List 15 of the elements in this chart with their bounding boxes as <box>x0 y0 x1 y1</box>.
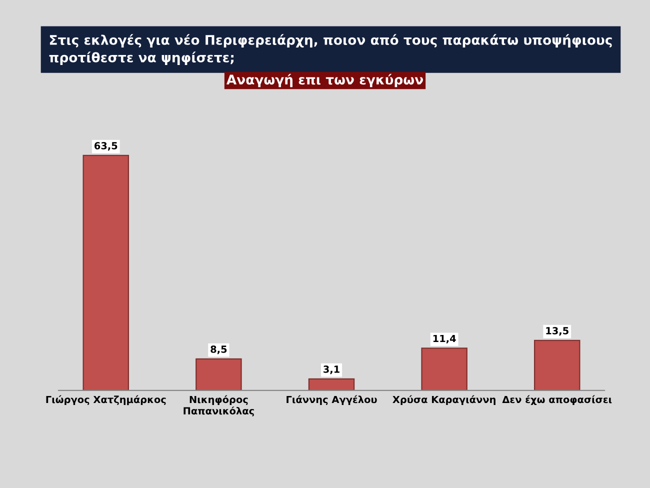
x-tick-label: Γιώργος Χατζημάρκος <box>46 395 166 406</box>
data-label: 63,5 <box>94 142 118 151</box>
x-tick-label: Δεν έχω αποφασίσει <box>502 395 612 406</box>
bar <box>196 358 242 390</box>
x-tick-label: Γιάννης Αγγέλου <box>286 395 377 406</box>
data-label: 11,4 <box>433 334 456 344</box>
bar <box>308 378 355 390</box>
data-label: 8,5 <box>210 346 227 354</box>
x-tick-label: Νικηφόρος Παπανικόλας <box>184 395 254 416</box>
data-label: 3,1 <box>324 366 340 374</box>
bar <box>421 348 468 390</box>
data-label: 13,5 <box>546 327 568 336</box>
chart-subtitle: Αναγωγή επι των εγκύρων <box>226 74 423 88</box>
chart-title: Στις εκλογές για νέο Περιφερειάρχη, ποιον από τους παρακάτω υποψήφιους προτίθεστε να ψηφίσετε; <box>49 34 612 65</box>
x-tick-label: Χρύσα Καραγιάννη <box>392 395 496 406</box>
